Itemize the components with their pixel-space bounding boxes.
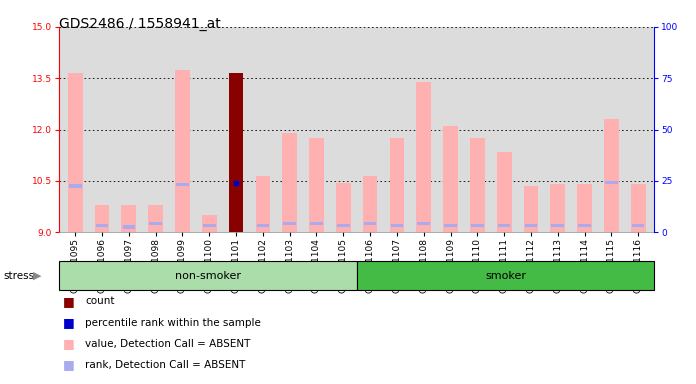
Bar: [443, 126, 458, 232]
Bar: [95, 205, 109, 232]
Bar: [122, 225, 135, 229]
Text: value, Detection Call = ABSENT: value, Detection Call = ABSENT: [85, 339, 251, 349]
Bar: [122, 205, 136, 232]
Text: smoker: smoker: [485, 270, 526, 281]
Bar: [470, 138, 484, 232]
Bar: [605, 181, 617, 184]
Text: percentile rank within the sample: percentile rank within the sample: [85, 318, 261, 328]
Text: ■: ■: [63, 358, 74, 371]
Text: ■: ■: [63, 295, 74, 308]
Bar: [255, 176, 270, 232]
Bar: [309, 138, 324, 232]
Bar: [148, 205, 163, 232]
Bar: [150, 222, 162, 225]
Bar: [363, 176, 377, 232]
Bar: [390, 224, 403, 227]
Bar: [337, 224, 349, 227]
Bar: [68, 73, 83, 232]
Bar: [577, 184, 592, 232]
Bar: [229, 73, 244, 232]
Bar: [551, 224, 564, 227]
Bar: [69, 184, 81, 188]
Bar: [310, 222, 323, 225]
Bar: [523, 186, 538, 232]
Text: GDS2486 / 1558941_at: GDS2486 / 1558941_at: [59, 17, 221, 31]
Bar: [203, 224, 216, 227]
Bar: [283, 222, 296, 225]
Text: rank, Detection Call = ABSENT: rank, Detection Call = ABSENT: [85, 360, 245, 370]
Text: ▶: ▶: [33, 270, 41, 281]
Bar: [283, 133, 297, 232]
Bar: [525, 224, 537, 227]
Bar: [176, 183, 189, 186]
Bar: [578, 224, 591, 227]
Bar: [497, 152, 512, 232]
Text: ■: ■: [63, 337, 74, 350]
Text: count: count: [85, 296, 114, 306]
Bar: [418, 222, 430, 225]
Bar: [498, 224, 510, 227]
Bar: [96, 224, 109, 227]
Bar: [604, 119, 619, 232]
Bar: [175, 70, 190, 232]
Text: stress: stress: [3, 270, 35, 281]
Bar: [364, 222, 377, 225]
Bar: [257, 224, 269, 227]
Bar: [551, 184, 565, 232]
Text: ■: ■: [63, 316, 74, 329]
Bar: [632, 224, 644, 227]
Bar: [336, 183, 351, 232]
Bar: [390, 138, 404, 232]
Bar: [444, 224, 457, 227]
Text: non-smoker: non-smoker: [175, 270, 241, 281]
Bar: [631, 184, 645, 232]
Bar: [471, 224, 484, 227]
Bar: [416, 82, 431, 232]
Bar: [202, 215, 216, 232]
